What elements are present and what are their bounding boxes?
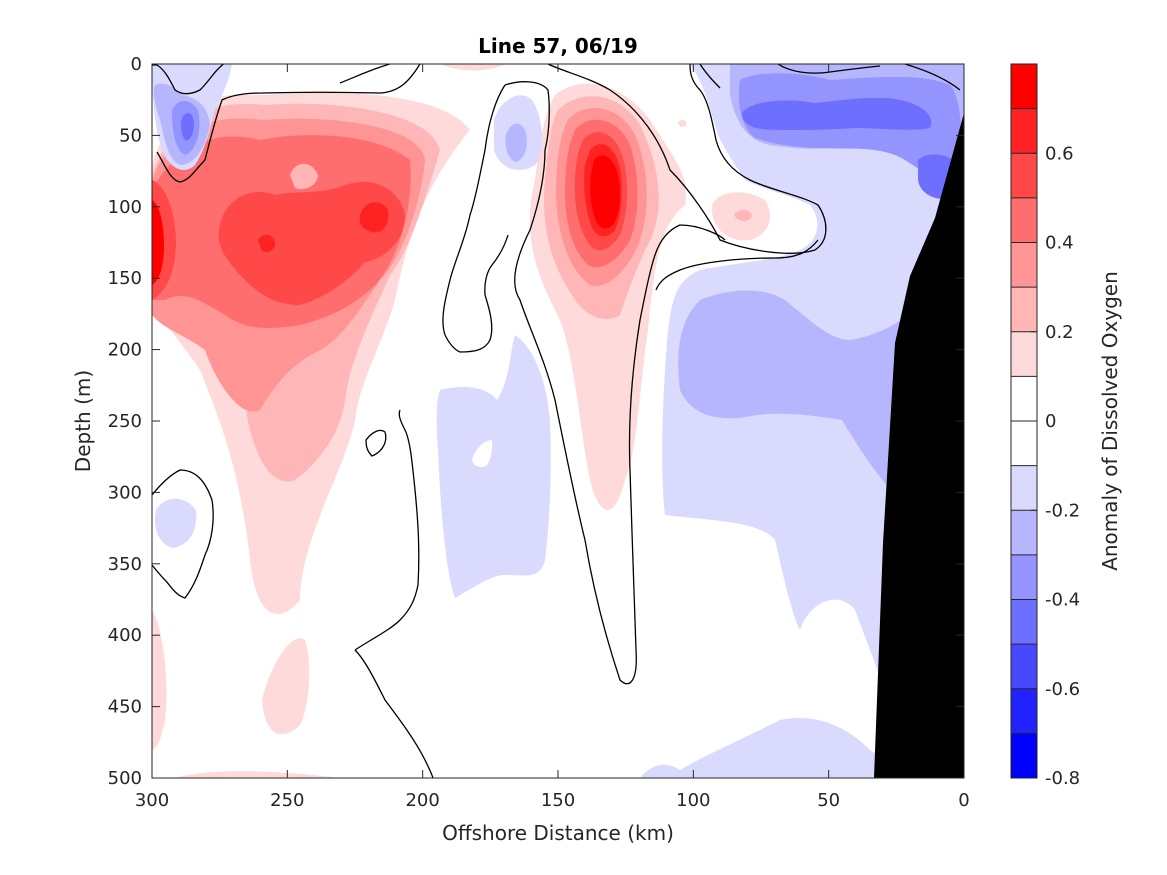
offshore-positive-anomaly-level-5 [218, 181, 405, 305]
offshore-positive-anomaly-level-1-cutout [290, 163, 318, 190]
colorbar-level [1011, 242, 1037, 288]
mid-positive-anomaly-core [590, 155, 621, 229]
small-negative-eddy-core [505, 123, 527, 162]
colorbar-level [1011, 644, 1037, 689]
colorbar-label: Anomaly of Dissolved Oxygen [1098, 271, 1122, 571]
y-tick-label: 300 [108, 482, 142, 503]
colorbar-tick-label: -0.8 [1045, 768, 1080, 789]
zero-contour-deep-west [354, 409, 420, 651]
colorbar-level [1011, 331, 1037, 377]
plot-area [151, 63, 965, 779]
tiny-positive-patch [678, 119, 687, 127]
y-tick-label: 200 [108, 340, 142, 361]
colorbar-tick-label: 0.4 [1045, 233, 1074, 254]
offshore-surface-negative-anomaly-level-4 [181, 113, 194, 141]
colorbar-level [1011, 376, 1037, 421]
colorbar-level [1011, 554, 1037, 600]
zero-contour-mid-channel [547, 64, 827, 254]
offshore-deep-positive-anomaly [152, 610, 167, 750]
colorbar-level [1011, 197, 1037, 243]
x-tick-label: 100 [676, 790, 710, 811]
zero-contour-inshore [655, 239, 819, 291]
nearshore-negative-anomaly-level-4 [742, 97, 932, 130]
colorbar-level [1011, 64, 1037, 109]
zero-contour-mid-column [504, 81, 726, 685]
y-axis: 0 50 100 150 200 250 300 350 400 450 500 [108, 54, 964, 789]
surface-positive-strip [440, 64, 505, 71]
y-tick-label: 400 [108, 625, 142, 646]
y-tick-label: 450 [108, 697, 142, 718]
y-tick-label: 100 [108, 197, 142, 218]
deep-positive-anomaly-blob [262, 638, 310, 735]
y-tick-label: 350 [108, 554, 142, 575]
colorbar-tick-label: -0.2 [1045, 500, 1080, 521]
colorbar-level [1011, 465, 1037, 511]
colorbar-ticks: 0.6 0.4 0.2 0 -0.2 -0.4 -0.6 -0.8 [1031, 143, 1080, 789]
zero-contour-surface-east [777, 64, 881, 74]
x-tick-label: 300 [135, 790, 169, 811]
x-tick-label: 50 [817, 790, 840, 811]
y-tick-label: 50 [119, 125, 142, 146]
x-axis: 300 250 200 150 100 50 0 [135, 64, 970, 811]
colorbar-tick-label: -0.4 [1045, 590, 1080, 611]
seafloor [874, 113, 964, 778]
zero-contour-mid-west [442, 84, 509, 353]
zero-contour-surface-east-2 [904, 64, 961, 91]
y-axis-label: Depth (m) [71, 370, 95, 472]
nearshore-deep-negative-strip [640, 718, 910, 778]
y-tick-label: 0 [131, 54, 142, 75]
offshore-positive-anomaly-level-6b [258, 234, 276, 252]
zero-contour-offshore-upper [156, 64, 421, 183]
y-tick-label: 150 [108, 268, 142, 289]
zero-contour-mid-east [699, 64, 721, 89]
colorbar-tick-label: 0 [1045, 411, 1056, 432]
colorbar-level [1011, 421, 1037, 466]
offshore-positive-anomaly-level-6 [359, 202, 389, 233]
colorbar-level [1011, 108, 1037, 154]
x-tick-label: 0 [958, 790, 969, 811]
colorbar-level [1011, 510, 1037, 555]
y-tick-label: 500 [108, 768, 142, 789]
colorbar-level [1011, 287, 1037, 332]
offshore-edge-positive-anomaly-core [152, 200, 164, 285]
inshore-small-positive-anomaly-core [734, 209, 752, 222]
x-tick-label: 200 [405, 790, 439, 811]
x-tick-label: 250 [270, 790, 304, 811]
offshore-deep-negative-anomaly [154, 498, 197, 548]
chart-title: Line 57, 06/19 [478, 34, 638, 58]
y-tick-label: 250 [108, 411, 142, 432]
colorbar-level [1011, 688, 1037, 734]
zero-contour-lines [152, 64, 961, 778]
zero-contour-offshore-top [339, 64, 391, 84]
colorbar-tick-label: -0.6 [1045, 679, 1080, 700]
colorbar-tick-label: 0.6 [1045, 143, 1074, 164]
zero-contour-offshore-surface [152, 64, 225, 95]
mid-negative-anomaly-hole [472, 440, 493, 467]
colorbar-level [1011, 153, 1037, 198]
x-axis-label: Offshore Distance (km) [442, 821, 674, 845]
colorbar-level [1011, 599, 1037, 645]
colorbar-tick-label: 0.2 [1045, 322, 1074, 343]
zero-contour-offshore-deep [152, 469, 214, 599]
colorbar-level [1011, 733, 1037, 778]
zero-contour-deep-west-lower [354, 649, 434, 778]
x-tick-label: 150 [541, 790, 575, 811]
colorbar [1010, 63, 1038, 779]
bottom-positive-strip [175, 771, 340, 778]
mid-negative-anomaly [436, 335, 551, 598]
zero-contour-small-loop [365, 429, 387, 457]
